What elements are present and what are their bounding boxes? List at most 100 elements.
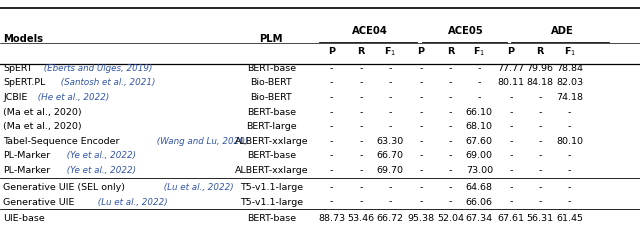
Text: 56.31: 56.31 (527, 213, 554, 222)
Text: 77.77: 77.77 (497, 64, 524, 73)
Text: BERT-base: BERT-base (247, 213, 296, 222)
Text: -: - (538, 182, 542, 191)
Text: Models: Models (3, 34, 44, 44)
Text: 74.18: 74.18 (556, 93, 583, 102)
Text: -: - (419, 122, 423, 131)
Text: 80.10: 80.10 (556, 136, 583, 145)
Text: ALBERT-xxlarge: ALBERT-xxlarge (234, 165, 308, 174)
Text: SpERT: SpERT (3, 64, 33, 73)
Text: -: - (538, 197, 542, 206)
Text: 68.10: 68.10 (466, 122, 493, 131)
Text: (Ye et al., 2022): (Ye et al., 2022) (64, 165, 136, 174)
Text: 66.10: 66.10 (466, 107, 493, 116)
Text: -: - (538, 165, 542, 174)
Text: 66.72: 66.72 (376, 213, 403, 222)
Text: -: - (509, 93, 513, 102)
Text: R: R (357, 47, 365, 56)
Text: -: - (330, 151, 333, 160)
Text: ACE05: ACE05 (449, 26, 484, 36)
Text: F$_1$: F$_1$ (384, 45, 396, 57)
Text: F$_1$: F$_1$ (474, 45, 485, 57)
Text: F$_1$: F$_1$ (564, 45, 575, 57)
Text: Generative UIE: Generative UIE (3, 197, 75, 206)
Text: -: - (449, 64, 452, 73)
Text: -: - (568, 165, 572, 174)
Text: -: - (509, 151, 513, 160)
Text: (Lu et al., 2022): (Lu et al., 2022) (161, 182, 233, 191)
Text: ADE: ADE (551, 26, 573, 36)
Text: -: - (449, 136, 452, 145)
Text: PLM: PLM (260, 34, 283, 44)
Text: -: - (359, 136, 363, 145)
Text: -: - (509, 136, 513, 145)
Text: -: - (538, 93, 542, 102)
Text: 69.70: 69.70 (376, 165, 403, 174)
Text: -: - (477, 78, 481, 87)
Text: 79.96: 79.96 (527, 64, 554, 73)
Text: -: - (568, 197, 572, 206)
Text: Generative UIE (SEL only): Generative UIE (SEL only) (3, 182, 125, 191)
Text: -: - (477, 93, 481, 102)
Text: BERT-base: BERT-base (247, 151, 296, 160)
Text: 63.30: 63.30 (376, 136, 403, 145)
Text: 78.84: 78.84 (556, 64, 583, 73)
Text: SpERT.PL: SpERT.PL (3, 78, 45, 87)
Text: 88.73: 88.73 (318, 213, 345, 222)
Text: 64.68: 64.68 (466, 182, 493, 191)
Text: P: P (418, 47, 424, 56)
Text: -: - (449, 107, 452, 116)
Text: -: - (509, 122, 513, 131)
Text: -: - (449, 122, 452, 131)
Text: -: - (419, 93, 423, 102)
Text: -: - (359, 165, 363, 174)
Text: -: - (568, 182, 572, 191)
Text: -: - (538, 151, 542, 160)
Text: -: - (449, 78, 452, 87)
Text: ACE04: ACE04 (352, 26, 388, 36)
Text: P: P (508, 47, 514, 56)
Text: (Wang and Lu, 2020): (Wang and Lu, 2020) (154, 136, 248, 145)
Text: 82.03: 82.03 (556, 78, 583, 87)
Text: 61.45: 61.45 (556, 213, 583, 222)
Text: T5-v1.1-large: T5-v1.1-large (240, 197, 303, 206)
Text: -: - (538, 136, 542, 145)
Text: -: - (568, 151, 572, 160)
Text: -: - (419, 107, 423, 116)
Text: -: - (449, 182, 452, 191)
Text: 66.70: 66.70 (376, 151, 403, 160)
Text: -: - (419, 136, 423, 145)
Text: 84.18: 84.18 (527, 78, 554, 87)
Text: PL-Marker: PL-Marker (3, 165, 51, 174)
Text: -: - (359, 107, 363, 116)
Text: 80.11: 80.11 (497, 78, 524, 87)
Text: -: - (388, 182, 392, 191)
Text: -: - (359, 151, 363, 160)
Text: -: - (419, 197, 423, 206)
Text: -: - (449, 165, 452, 174)
Text: (Ye et al., 2022): (Ye et al., 2022) (64, 151, 136, 160)
Text: -: - (419, 182, 423, 191)
Text: -: - (509, 107, 513, 116)
Text: -: - (330, 78, 333, 87)
Text: -: - (509, 197, 513, 206)
Text: -: - (419, 151, 423, 160)
Text: ALBERT-xxlarge: ALBERT-xxlarge (234, 136, 308, 145)
Text: -: - (359, 64, 363, 73)
Text: T5-v1.1-large: T5-v1.1-large (240, 182, 303, 191)
Text: -: - (388, 93, 392, 102)
Text: -: - (538, 107, 542, 116)
Text: BERT-base: BERT-base (247, 64, 296, 73)
Text: -: - (388, 122, 392, 131)
Text: -: - (388, 197, 392, 206)
Text: -: - (330, 64, 333, 73)
Text: -: - (568, 122, 572, 131)
Text: -: - (359, 78, 363, 87)
Text: -: - (359, 182, 363, 191)
Text: JCBIE: JCBIE (3, 93, 28, 102)
Text: -: - (538, 122, 542, 131)
Text: 66.06: 66.06 (466, 197, 493, 206)
Text: (He et al., 2022): (He et al., 2022) (35, 93, 109, 102)
Text: P: P (328, 47, 335, 56)
Text: -: - (359, 197, 363, 206)
Text: -: - (419, 78, 423, 87)
